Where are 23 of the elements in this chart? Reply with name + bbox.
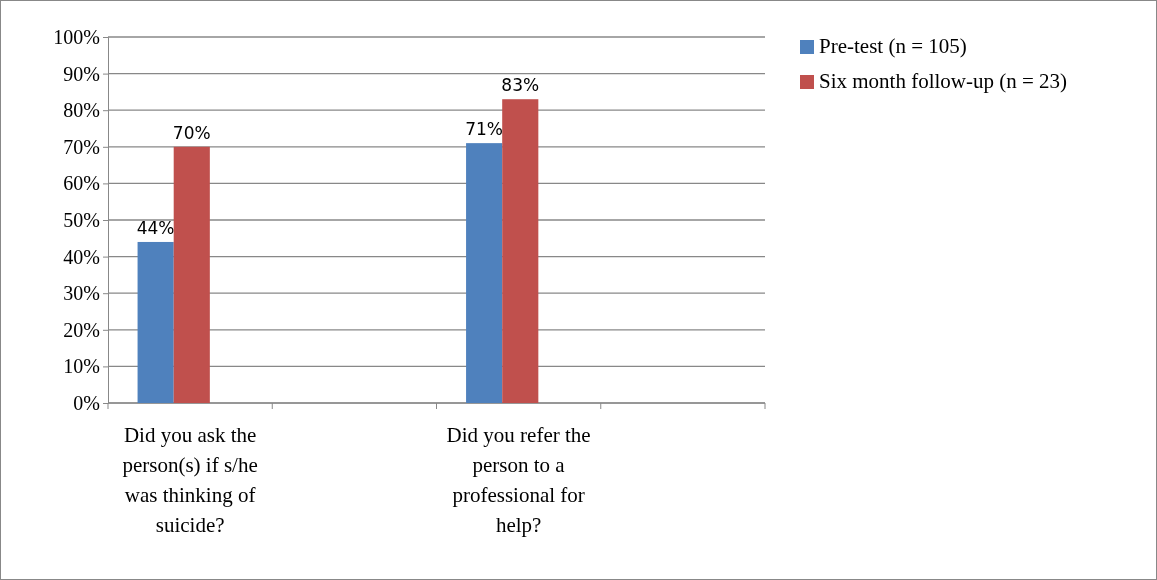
x-tick-label: Did you ask the person(s) if s/he was thinking of suicide?	[122, 423, 258, 537]
bar	[173, 146, 210, 403]
y-tick-label: 60%	[63, 172, 100, 195]
legend-label: Six month follow-up (n = 23)	[819, 69, 1068, 93]
data-label: 71%	[465, 119, 504, 140]
y-tick-label: 20%	[63, 318, 100, 341]
data-label: 70%	[172, 122, 211, 143]
data-label: 44%	[136, 217, 175, 238]
bar	[137, 241, 174, 403]
legend-label: Pre-test (n = 105)	[819, 34, 967, 58]
data-label: 83%	[501, 75, 540, 96]
bar	[502, 99, 539, 403]
y-tick-label: 50%	[63, 208, 100, 231]
y-tick-label: 70%	[63, 135, 100, 158]
y-tick-label: 0%	[73, 391, 100, 414]
y-tick-label: 100%	[53, 25, 100, 48]
y-tick-label: 10%	[63, 355, 100, 378]
y-tick-label: 90%	[63, 62, 100, 85]
y-tick-label: 40%	[63, 245, 100, 268]
y-tick-label: 30%	[63, 282, 100, 305]
bar	[466, 143, 503, 403]
y-tick-label: 80%	[63, 99, 100, 122]
x-tick-label: Did you refer the person to a professional for help?	[446, 423, 591, 537]
